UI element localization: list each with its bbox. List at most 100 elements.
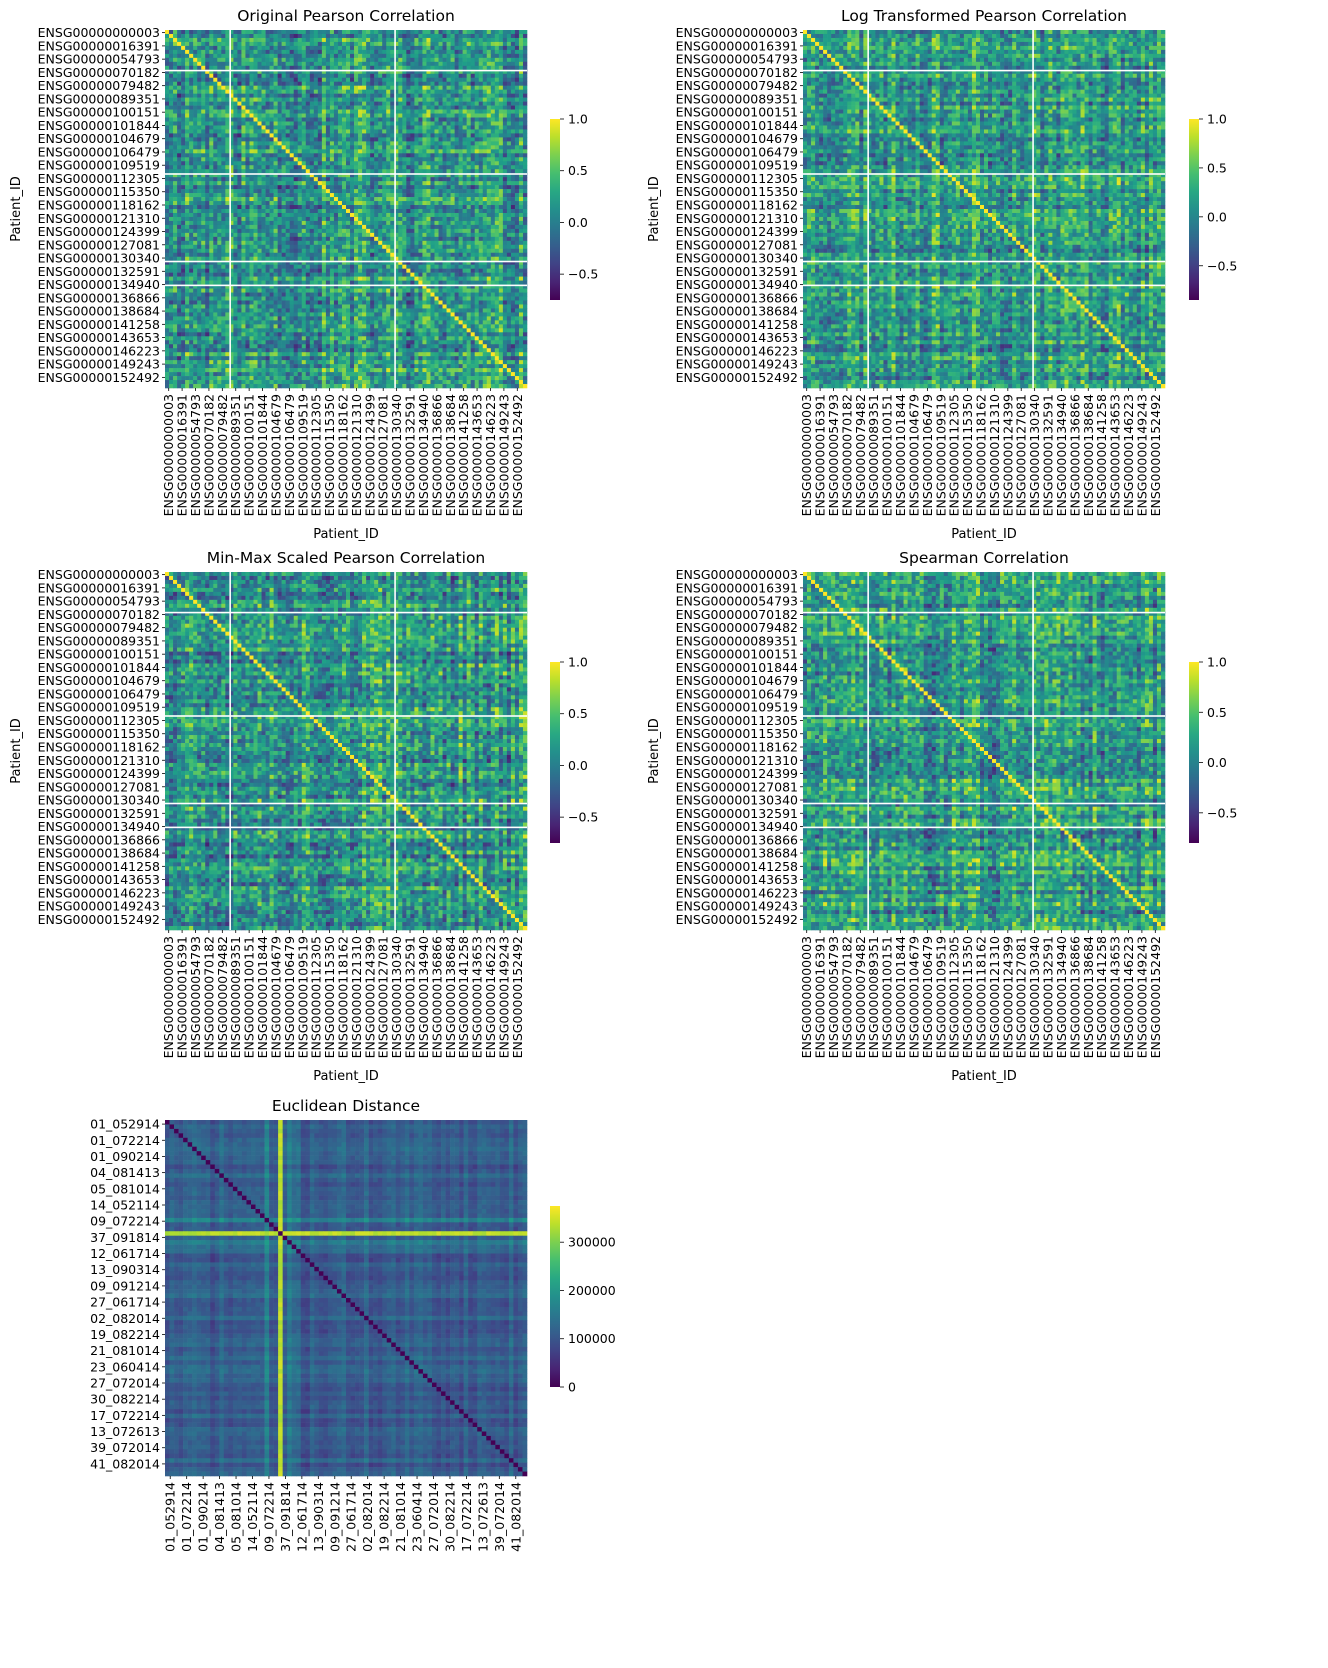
heatmap-cell xyxy=(447,82,451,86)
heatmap-cell xyxy=(459,209,463,213)
heatmap-cell xyxy=(266,106,270,110)
heatmap-cell xyxy=(515,157,519,161)
heatmap-cell xyxy=(346,94,350,98)
heatmap-cell xyxy=(278,121,282,125)
heatmap-cell xyxy=(350,133,354,137)
heatmap-cell xyxy=(503,153,507,157)
heatmap-cell xyxy=(338,201,342,205)
heatmap-cell xyxy=(491,46,495,50)
heatmap-cell xyxy=(350,78,354,82)
heatmap-cell xyxy=(475,98,479,102)
heatmap-cell xyxy=(233,161,237,165)
heatmap-cell xyxy=(245,181,249,185)
heatmap-cell xyxy=(169,30,173,34)
heatmap-cell xyxy=(245,197,249,201)
heatmap-cell xyxy=(378,153,382,157)
heatmap-cell xyxy=(410,30,414,34)
heatmap-cell xyxy=(205,137,209,141)
heatmap-cell xyxy=(173,114,177,118)
heatmap-cell xyxy=(390,102,394,106)
heatmap-cell xyxy=(414,181,418,185)
heatmap-cell xyxy=(245,177,249,181)
heatmap-cell xyxy=(201,90,205,94)
heatmap-cell xyxy=(414,197,418,201)
heatmap-cell xyxy=(282,62,286,66)
heatmap-cell xyxy=(342,82,346,86)
heatmap-cell xyxy=(205,153,209,157)
heatmap-cell xyxy=(318,137,322,141)
heatmap-cell xyxy=(290,157,294,161)
heatmap-cell xyxy=(217,110,221,114)
heatmap-cell xyxy=(270,118,274,122)
heatmap-cell xyxy=(467,169,471,173)
heatmap-cell xyxy=(402,46,406,50)
heatmap-cell xyxy=(201,86,205,90)
heatmap-cell xyxy=(386,38,390,42)
heatmap-cell xyxy=(378,145,382,149)
heatmap-cell xyxy=(463,30,467,34)
heatmap-cell xyxy=(491,106,495,110)
heatmap-cell xyxy=(511,118,515,122)
heatmap-cell xyxy=(507,149,511,153)
heatmap-cell xyxy=(515,94,519,98)
heatmap-cell xyxy=(197,86,201,90)
heatmap-cell xyxy=(266,197,270,201)
heatmap-cell xyxy=(233,46,237,50)
heatmap-cell xyxy=(455,34,459,38)
heatmap-cell xyxy=(326,125,330,129)
heatmap-cell xyxy=(330,82,334,86)
heatmap-cell xyxy=(330,58,334,62)
heatmap-cell xyxy=(406,62,410,66)
heatmap-cell xyxy=(298,34,302,38)
heatmap-cell xyxy=(274,50,278,54)
heatmap-cell xyxy=(290,98,294,102)
heatmap-cell xyxy=(326,30,330,34)
heatmap-cell xyxy=(447,102,451,106)
heatmap-cell xyxy=(270,46,274,50)
heatmap-cell xyxy=(443,50,447,54)
heatmap-cell xyxy=(386,74,390,78)
heatmap-cell xyxy=(370,177,374,181)
heatmap-cell xyxy=(302,34,306,38)
heatmap-cell xyxy=(185,161,189,165)
heatmap-cell xyxy=(286,121,290,125)
heatmap-cell xyxy=(418,165,422,169)
heatmap-cell xyxy=(165,74,169,78)
heatmap-cell xyxy=(358,102,362,106)
heatmap-cell xyxy=(290,118,294,122)
heatmap-cell xyxy=(487,38,491,42)
heatmap-cell xyxy=(197,118,201,122)
heatmap-cell xyxy=(342,54,346,58)
heatmap-cell xyxy=(463,125,467,129)
heatmap-cell xyxy=(422,193,426,197)
heatmap-cell xyxy=(491,201,495,205)
heatmap-cell xyxy=(495,66,499,70)
heatmap-cell xyxy=(459,50,463,54)
heatmap-cell xyxy=(426,145,430,149)
heatmap-cell xyxy=(459,94,463,98)
heatmap-cell xyxy=(499,34,503,38)
heatmap-cell xyxy=(467,98,471,102)
heatmap-cell xyxy=(422,181,426,185)
heatmap-cell xyxy=(213,98,217,102)
heatmap-cell xyxy=(298,137,302,141)
heatmap-cell xyxy=(434,38,438,42)
heatmap-cell xyxy=(338,66,342,70)
heatmap-cell xyxy=(177,149,181,153)
heatmap-cell xyxy=(241,129,245,133)
heatmap-cell xyxy=(503,114,507,118)
heatmap-cell xyxy=(507,161,511,165)
heatmap-cell xyxy=(447,30,451,34)
heatmap-cell xyxy=(342,114,346,118)
heatmap-cell xyxy=(439,209,443,213)
heatmap-cell xyxy=(370,118,374,122)
heatmap-cell xyxy=(426,82,430,86)
heatmap-cell xyxy=(310,46,314,50)
heatmap-cell xyxy=(266,46,270,50)
heatmap-cell xyxy=(475,161,479,165)
heatmap-cell xyxy=(443,42,447,46)
heatmap-cell xyxy=(185,197,189,201)
heatmap-cell xyxy=(463,102,467,106)
heatmap-cell xyxy=(318,82,322,86)
heatmap-cell xyxy=(471,157,475,161)
